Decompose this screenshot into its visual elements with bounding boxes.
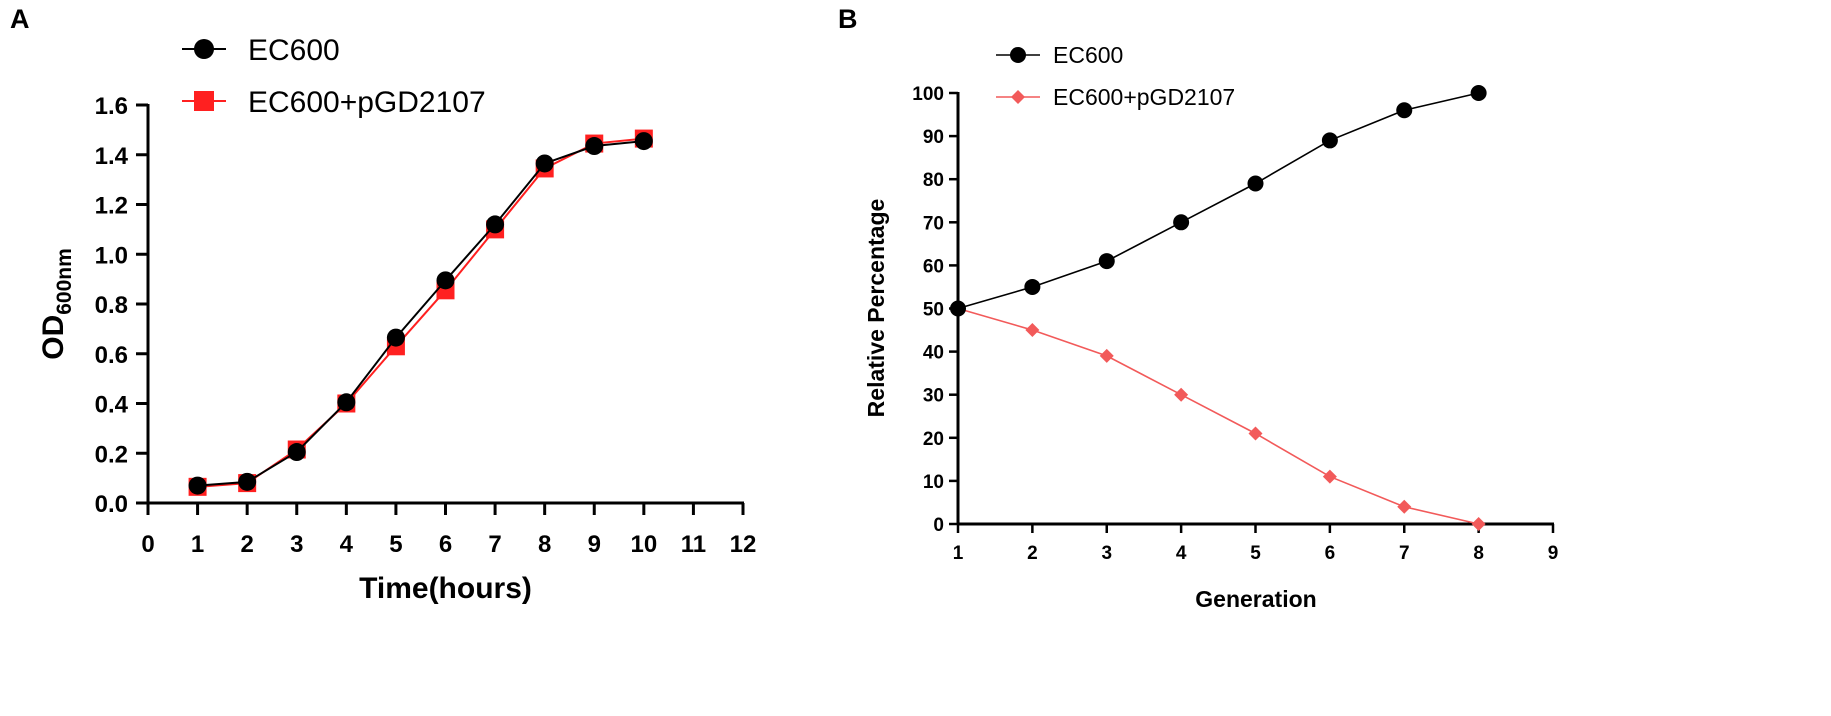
y-tick-label: 40 bbox=[923, 343, 944, 364]
y-tick-label: 20 bbox=[923, 429, 944, 450]
data-point bbox=[238, 472, 257, 491]
data-point bbox=[1024, 278, 1041, 295]
x-tick-label: 11 bbox=[681, 531, 706, 558]
data-point bbox=[535, 154, 554, 173]
data-point bbox=[1025, 323, 1040, 338]
series-ec600 bbox=[950, 85, 1487, 317]
x-tick-label: 0 bbox=[141, 531, 154, 558]
data-point bbox=[386, 328, 405, 347]
legend-label: EC600+pGD2107 bbox=[1053, 84, 1235, 110]
y-tick-label: 60 bbox=[923, 256, 944, 277]
y-tick-label: 80 bbox=[923, 170, 944, 191]
legend-label: EC600 bbox=[248, 34, 340, 67]
y-axis-title-subscript: 600nm bbox=[53, 248, 76, 315]
x-tick-label: 2 bbox=[1027, 543, 1038, 564]
y-tick-label: 30 bbox=[923, 386, 944, 407]
data-point bbox=[1396, 102, 1413, 119]
series-line bbox=[957, 92, 1479, 310]
data-point bbox=[1322, 469, 1337, 484]
x-tick-label: 8 bbox=[538, 531, 551, 558]
y-tick-label: 1.6 bbox=[95, 93, 128, 120]
data-point bbox=[1397, 499, 1412, 514]
x-tick-label: 4 bbox=[1176, 543, 1187, 564]
series-ec600 bbox=[188, 132, 653, 495]
series-ec600-pgd2107 bbox=[188, 129, 653, 496]
y-tick-label: 90 bbox=[923, 127, 944, 148]
x-tick-label: 7 bbox=[488, 531, 501, 558]
y-tick-label: 100 bbox=[912, 84, 944, 105]
x-tick-label: 12 bbox=[730, 531, 757, 558]
x-axis-title: Time(hours) bbox=[359, 572, 532, 605]
x-axis-title: Generation bbox=[1195, 586, 1316, 612]
y-tick-label: 0 bbox=[933, 515, 944, 536]
x-tick-label: 7 bbox=[1399, 543, 1410, 564]
x-tick-label: 6 bbox=[1325, 543, 1336, 564]
y-axis-title: Relative Percentage bbox=[863, 199, 889, 418]
legend: EC600 EC600+pGD2107 bbox=[996, 42, 1235, 110]
data-point bbox=[634, 132, 653, 151]
data-point bbox=[585, 137, 604, 156]
x-tick-label: 3 bbox=[290, 531, 303, 558]
data-point bbox=[337, 393, 356, 412]
x-tick-label: 4 bbox=[340, 531, 354, 558]
y-tick-label: 0.4 bbox=[95, 392, 129, 419]
y-axis-title: OD600nm bbox=[37, 248, 76, 360]
chart-a: 0.00.20.40.60.81.01.21.41.60 1 2 3 4 5 6 7 8 9 10 1… bbox=[37, 34, 756, 605]
y-tick-label: 1.2 bbox=[95, 193, 128, 220]
legend: EC600 EC600+pGD2107 bbox=[182, 34, 486, 119]
legend-marker bbox=[194, 39, 214, 59]
data-point bbox=[188, 476, 207, 495]
data-point bbox=[1471, 517, 1486, 531]
x-tick-label: 1 bbox=[191, 531, 204, 558]
y-tick-label: 70 bbox=[923, 213, 944, 234]
data-point bbox=[1173, 214, 1190, 231]
panel-b-letter: B bbox=[838, 4, 858, 34]
y-tick-label: 0.8 bbox=[95, 292, 128, 319]
legend-marker bbox=[1010, 47, 1026, 63]
series-ec600-pgd2107 bbox=[951, 301, 1486, 531]
x-tick-label: 1 bbox=[953, 543, 964, 564]
data-point bbox=[486, 215, 505, 234]
x-tick-label: 2 bbox=[240, 531, 253, 558]
x-tick-label: 5 bbox=[389, 531, 402, 558]
x-tick-label: 3 bbox=[1101, 543, 1112, 564]
data-point bbox=[436, 271, 455, 290]
legend-marker bbox=[194, 91, 214, 111]
legend-label: EC600+pGD2107 bbox=[248, 86, 486, 119]
y-tick-label: 0.0 bbox=[95, 491, 128, 518]
x-tick-label: 5 bbox=[1250, 543, 1261, 564]
data-point bbox=[950, 300, 966, 317]
x-tick-label: 10 bbox=[630, 531, 657, 558]
y-axis-title-main: OD bbox=[37, 315, 70, 360]
x-tick-label: 9 bbox=[588, 531, 601, 558]
data-point bbox=[1247, 175, 1264, 192]
series-line bbox=[197, 137, 644, 488]
data-point bbox=[287, 443, 306, 462]
y-tick-label: 1.4 bbox=[95, 143, 129, 170]
y-tick-label: 0.6 bbox=[95, 342, 128, 369]
x-tick-label: 6 bbox=[439, 531, 452, 558]
data-point bbox=[1470, 85, 1487, 101]
y-tick-label: 10 bbox=[923, 472, 944, 493]
x-tick-label: 8 bbox=[1473, 543, 1484, 564]
y-tick-label: 0.2 bbox=[95, 441, 128, 468]
data-point bbox=[1321, 132, 1338, 149]
series-line bbox=[197, 140, 644, 487]
x-tick-label: 9 bbox=[1548, 543, 1559, 564]
legend-label: EC600 bbox=[1053, 42, 1123, 68]
data-point bbox=[1248, 426, 1263, 441]
y-tick-label: 1.0 bbox=[95, 242, 128, 269]
data-point bbox=[1099, 348, 1114, 363]
chart-b: 0 10 20 30 40 50 60 70 80 90 100 1 2 3 4 5 6 7 8 9 Generatio… bbox=[863, 42, 1558, 612]
y-tick-label: 50 bbox=[923, 300, 944, 321]
data-point bbox=[1174, 387, 1189, 402]
legend-marker bbox=[1011, 90, 1025, 104]
data-point bbox=[1098, 253, 1115, 270]
series-line bbox=[957, 307, 1479, 525]
panel-a-letter: A bbox=[10, 4, 30, 34]
